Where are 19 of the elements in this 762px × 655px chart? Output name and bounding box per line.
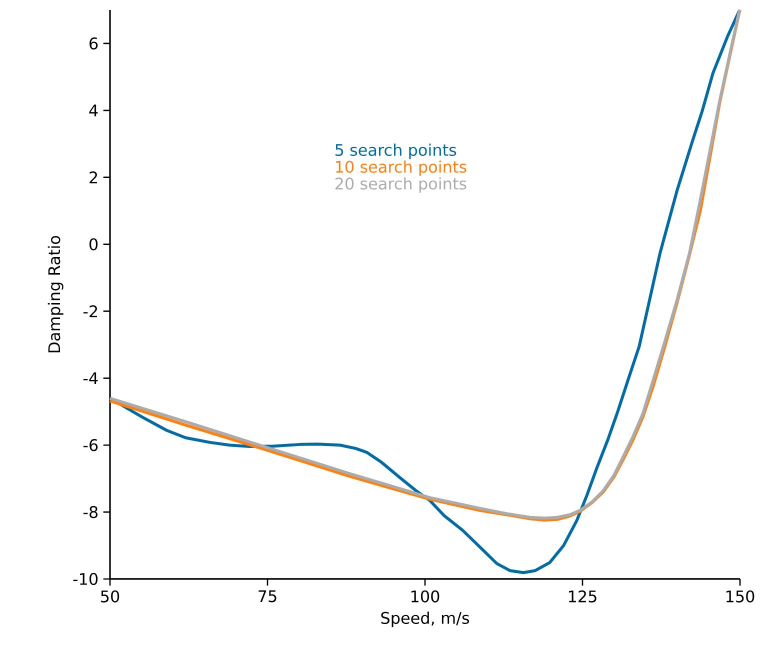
y-tick-label: 4 <box>89 104 98 116</box>
y-tick-label: 0 <box>89 238 98 250</box>
y-tick-label: -4 <box>83 372 98 384</box>
x-axis-title: Speed, m/s <box>381 612 470 628</box>
x-tick-label: 150 <box>726 590 754 602</box>
text: 5 search points <box>336 144 456 160</box>
x-tick-label: 125 <box>568 590 596 602</box>
y-axis-title: Damping Ratio <box>48 236 64 352</box>
y-tick-label: -8 <box>83 506 98 518</box>
text: 10 search points <box>336 160 466 176</box>
y-tick-label: -6 <box>83 439 98 452</box>
y-tick-label: 6 <box>90 37 98 50</box>
x-tick-label: 75 <box>258 590 276 602</box>
x-tick-label: 100 <box>411 590 440 602</box>
x-tick-label: 50 <box>101 590 120 602</box>
text: 20 search points <box>335 177 466 193</box>
y-tick-label: -10 <box>73 572 98 586</box>
y-tick-label: 2 <box>90 171 98 184</box>
y-tick-label: -2 <box>83 305 98 318</box>
